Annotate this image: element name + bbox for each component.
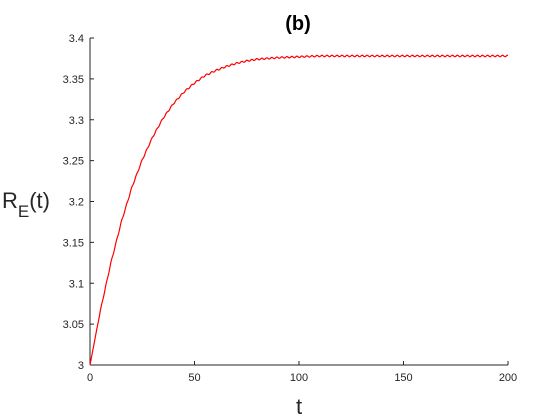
y-axis-label: RE(t) <box>2 188 50 221</box>
x-axis-label: t <box>296 394 302 419</box>
x-tick-label: 200 <box>499 372 517 384</box>
y-tick-label: 3.25 <box>63 156 84 168</box>
chart-title: (b) <box>285 13 311 35</box>
y-tick-label: 3.35 <box>63 74 84 86</box>
y-tick-label: 3.2 <box>69 197 84 209</box>
y-axis-label-main: R <box>2 188 18 213</box>
y-tick-label: 3.3 <box>69 115 84 127</box>
axes: 0 50 100 150 200 3 3.05 3.1 3.15 3.2 3.25 3.3 3.35 3.… <box>63 33 518 384</box>
x-tick-label: 150 <box>394 372 412 384</box>
plot-area <box>90 38 508 365</box>
y-tick-label: 3.15 <box>63 237 84 249</box>
y-tick-label: 3.1 <box>69 278 84 290</box>
x-tick-label: 50 <box>188 372 200 384</box>
y-axis-label-subscript: E <box>18 202 29 221</box>
series-layer <box>89 54 509 366</box>
y-tick-label: 3.05 <box>63 319 84 331</box>
x-tick-label: 100 <box>290 372 308 384</box>
y-axis-label-suffix: (t) <box>29 188 50 213</box>
y-tick-label: 3.4 <box>69 33 84 45</box>
x-tick-label: 0 <box>87 372 93 384</box>
y-tick-label: 3 <box>78 360 84 372</box>
series-line-0 <box>89 54 509 366</box>
